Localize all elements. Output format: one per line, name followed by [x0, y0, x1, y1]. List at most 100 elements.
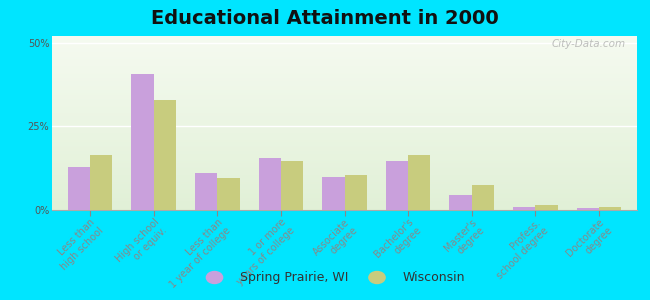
Bar — [52, 57, 637, 58]
Bar — [52, 92, 637, 93]
Bar — [154, 100, 176, 210]
Bar — [52, 97, 637, 99]
Bar — [52, 52, 637, 53]
Bar — [52, 198, 637, 200]
Bar — [52, 112, 637, 114]
Bar — [52, 177, 637, 179]
Bar — [52, 200, 637, 201]
Bar — [52, 114, 637, 116]
Bar — [131, 74, 154, 210]
Bar — [535, 205, 558, 210]
Bar — [52, 88, 637, 90]
Bar — [52, 121, 637, 123]
Bar — [52, 107, 637, 109]
Bar — [52, 66, 637, 67]
Bar — [52, 104, 637, 106]
Bar — [52, 80, 637, 81]
Bar — [52, 188, 637, 189]
Bar — [52, 116, 637, 118]
Bar — [52, 85, 637, 86]
Bar — [52, 139, 637, 140]
Bar — [52, 93, 637, 95]
Bar — [322, 176, 344, 210]
Bar — [52, 43, 637, 45]
Bar — [52, 71, 637, 73]
Bar — [52, 172, 637, 173]
Bar — [52, 186, 637, 188]
Bar — [52, 40, 637, 41]
Bar — [599, 207, 621, 210]
Bar — [52, 46, 637, 48]
Bar — [195, 173, 217, 210]
Bar — [52, 86, 637, 88]
Bar — [52, 45, 637, 46]
Bar — [52, 153, 637, 154]
Bar — [52, 180, 637, 182]
Bar — [52, 135, 637, 137]
Bar — [449, 195, 472, 210]
Bar — [52, 193, 637, 194]
Bar — [52, 95, 637, 97]
Bar — [513, 207, 535, 210]
Bar — [52, 73, 637, 74]
Bar — [52, 208, 637, 210]
Bar — [52, 203, 637, 205]
Bar — [577, 208, 599, 210]
Bar — [408, 155, 430, 210]
Bar — [52, 125, 637, 127]
Bar — [472, 185, 494, 210]
Text: Spring Prairie, WI: Spring Prairie, WI — [240, 271, 349, 284]
Bar — [52, 128, 637, 130]
Bar — [52, 102, 637, 104]
Bar — [52, 142, 637, 144]
Bar — [52, 173, 637, 175]
Bar — [52, 67, 637, 69]
Bar — [52, 64, 637, 66]
Bar — [52, 191, 637, 193]
Bar — [52, 100, 637, 102]
Bar — [52, 127, 637, 128]
Bar — [259, 158, 281, 210]
Bar — [52, 167, 637, 168]
Bar — [281, 161, 303, 210]
Bar — [52, 158, 637, 160]
Bar — [52, 201, 637, 203]
Bar — [52, 163, 637, 165]
Text: City-Data.com: City-Data.com — [551, 40, 625, 50]
Bar — [52, 81, 637, 83]
Bar — [52, 206, 637, 208]
Bar — [52, 149, 637, 151]
Bar — [52, 62, 637, 64]
Bar — [52, 134, 637, 135]
Text: Educational Attainment in 2000: Educational Attainment in 2000 — [151, 9, 499, 28]
Bar — [52, 170, 637, 172]
Bar — [52, 123, 637, 125]
Bar — [52, 175, 637, 177]
Bar — [52, 118, 637, 119]
Text: Wisconsin: Wisconsin — [403, 271, 465, 284]
Bar — [52, 50, 637, 52]
Bar — [52, 147, 637, 149]
Bar — [52, 60, 637, 62]
Bar — [52, 161, 637, 163]
Bar — [68, 167, 90, 210]
Bar — [52, 144, 637, 146]
Bar — [52, 90, 637, 92]
Bar — [52, 146, 637, 147]
Bar — [52, 109, 637, 111]
Bar — [52, 36, 637, 38]
Bar — [52, 53, 637, 55]
Bar — [52, 154, 637, 156]
Bar — [52, 160, 637, 161]
Bar — [52, 58, 637, 60]
Bar — [52, 83, 637, 85]
Bar — [217, 178, 240, 210]
Bar — [52, 106, 637, 107]
Bar — [52, 179, 637, 180]
Bar — [52, 184, 637, 186]
Bar — [52, 41, 637, 43]
Bar — [52, 205, 637, 206]
Bar — [52, 48, 637, 50]
Bar — [52, 189, 637, 191]
Bar — [52, 69, 637, 71]
